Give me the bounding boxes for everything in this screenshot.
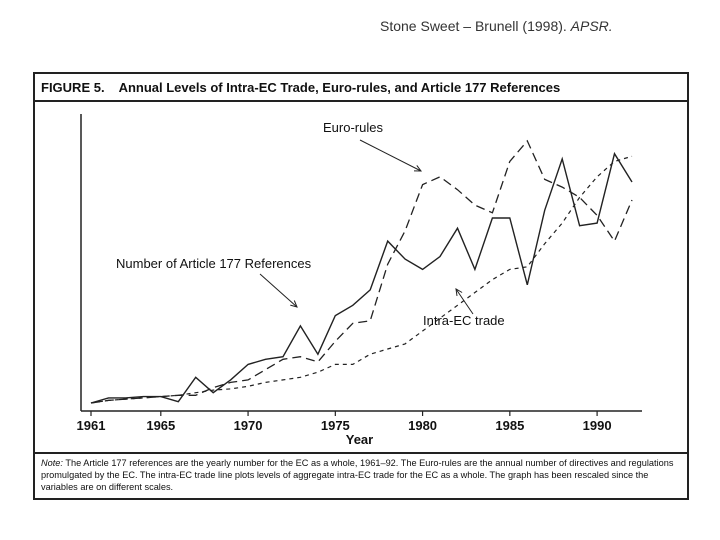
citation-journal: APSR. — [570, 18, 613, 34]
figure-title-text: Annual Levels of Intra-EC Trade, Euro-ru… — [118, 80, 561, 95]
annotation-arrow-euro-rules — [359, 139, 422, 172]
x-axis-label: Year — [346, 432, 373, 447]
x-tick-label: 1970 — [234, 418, 263, 433]
annotation-euro-rules: Euro-rules — [323, 120, 383, 135]
figure-note: Note: The Article 177 references are the… — [41, 457, 685, 493]
annotation-arrowhead-article-177 — [290, 300, 298, 308]
note-label: Note: — [41, 458, 63, 468]
x-tick-label: 1985 — [495, 418, 524, 433]
x-tick-label: 1961 — [77, 418, 106, 433]
citation-authors: Stone Sweet – Brunell (1998). — [380, 18, 567, 34]
x-tick-label: 1980 — [408, 418, 437, 433]
figure-title: FIGURE 5. Annual Levels of Intra-EC Trade… — [41, 80, 560, 95]
annotation-arrow-intra-ec-trade — [455, 288, 474, 315]
citation: Stone Sweet – Brunell (1998). APSR. — [380, 18, 613, 34]
annotation-arrowhead-euro-rules — [413, 165, 423, 172]
x-tick-label: 1975 — [321, 418, 350, 433]
title-rule — [35, 100, 687, 102]
note-text: The Article 177 references are the yearl… — [41, 458, 674, 492]
x-tick-label: 1990 — [583, 418, 612, 433]
note-rule — [35, 452, 687, 454]
series-line-number-of-article-177-references — [90, 151, 633, 404]
annotation-article-177: Number of Article 177 References — [116, 256, 312, 271]
x-tick-label: 1965 — [146, 418, 175, 433]
series-line-euro-rules — [90, 139, 633, 404]
line-chart: 1961 1965 1970 1975 1980 1985 1990 Year Euro-ru… — [77, 114, 642, 447]
figure-frame: FIGURE 5. Annual Levels of Intra-EC Trade… — [33, 72, 689, 500]
annotation-arrowhead-intra-ec-trade — [455, 288, 463, 296]
annotation-intra-ec-trade: Intra-EC trade — [423, 313, 505, 328]
series-line-intra-ec-trade — [90, 155, 633, 404]
annotation-arrow-article-177 — [259, 273, 298, 308]
figure-label: FIGURE 5. — [41, 80, 105, 95]
